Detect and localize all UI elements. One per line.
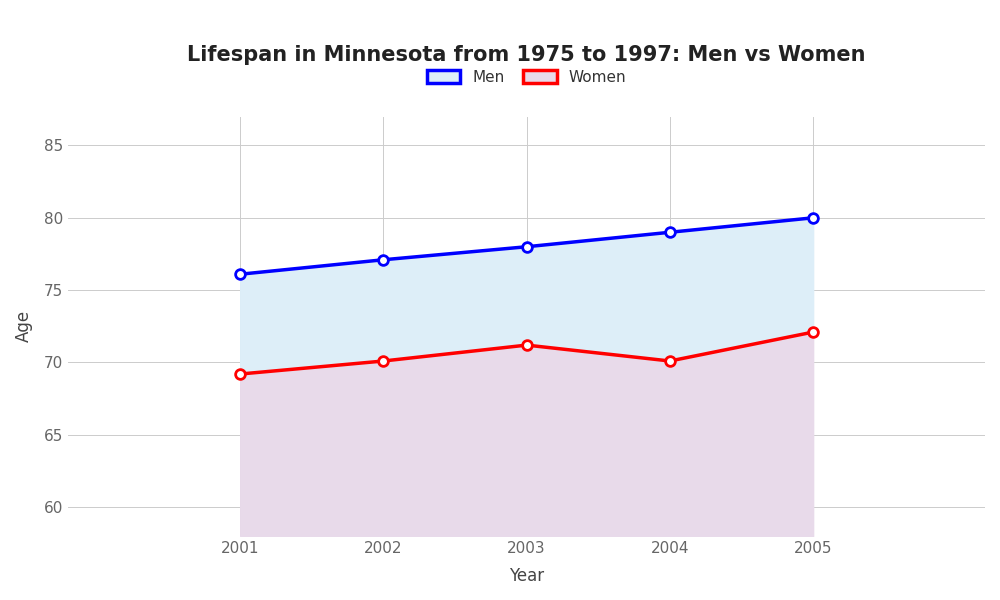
- Women: [807, 328, 819, 335]
- Line: Men: Men: [235, 213, 818, 279]
- Line: Women: Women: [235, 327, 818, 379]
- X-axis label: Year: Year: [509, 567, 544, 585]
- Women: [234, 370, 246, 377]
- Men: [521, 243, 533, 250]
- Men: [807, 214, 819, 221]
- Women: [377, 358, 389, 365]
- Y-axis label: Age: Age: [15, 310, 33, 343]
- Women: [664, 358, 676, 365]
- Men: [664, 229, 676, 236]
- Title: Lifespan in Minnesota from 1975 to 1997: Men vs Women: Lifespan in Minnesota from 1975 to 1997:…: [187, 45, 866, 65]
- Men: [234, 271, 246, 278]
- Legend: Men, Women: Men, Women: [427, 70, 627, 85]
- Women: [521, 341, 533, 349]
- Men: [377, 256, 389, 263]
